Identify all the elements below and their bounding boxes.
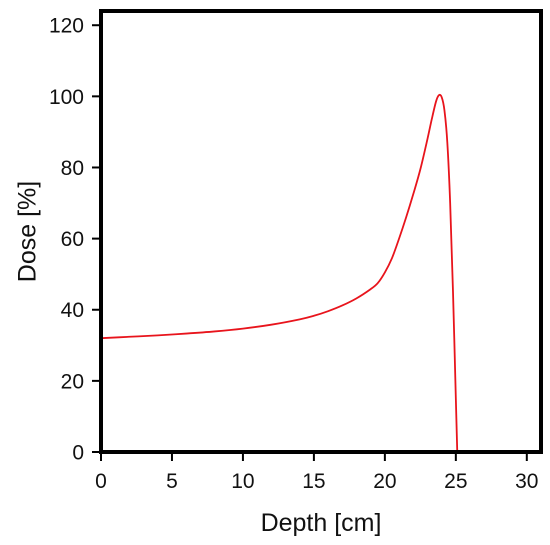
y-tick-label: 120 bbox=[49, 15, 84, 38]
x-tick-label: 5 bbox=[166, 470, 178, 493]
x-axis-label: Depth [cm] bbox=[261, 509, 382, 537]
y-tick-label: 100 bbox=[49, 86, 84, 109]
y-axis-ticks: 0 20 40 60 80 100 120 bbox=[49, 15, 101, 465]
y-tick-label: 40 bbox=[61, 299, 84, 322]
x-tick-label: 30 bbox=[515, 470, 538, 493]
x-tick-label: 20 bbox=[373, 470, 396, 493]
x-tick-label: 25 bbox=[444, 470, 467, 493]
y-tick-label: 60 bbox=[61, 228, 84, 251]
y-tick-label: 80 bbox=[61, 157, 84, 180]
y-tick-label: 0 bbox=[72, 442, 84, 465]
plot-frame bbox=[99, 9, 543, 454]
series-layer bbox=[100, 93, 459, 453]
x-tick-label: 0 bbox=[95, 470, 107, 493]
x-axis-ticks: 0 5 10 15 20 25 30 bbox=[95, 452, 538, 493]
x-tick-label: 10 bbox=[231, 470, 254, 493]
y-axis-label: Dose [%] bbox=[14, 181, 42, 282]
x-tick-label: 15 bbox=[302, 470, 325, 493]
dose-curve-line bbox=[100, 93, 459, 453]
y-tick-label: 20 bbox=[61, 370, 84, 393]
